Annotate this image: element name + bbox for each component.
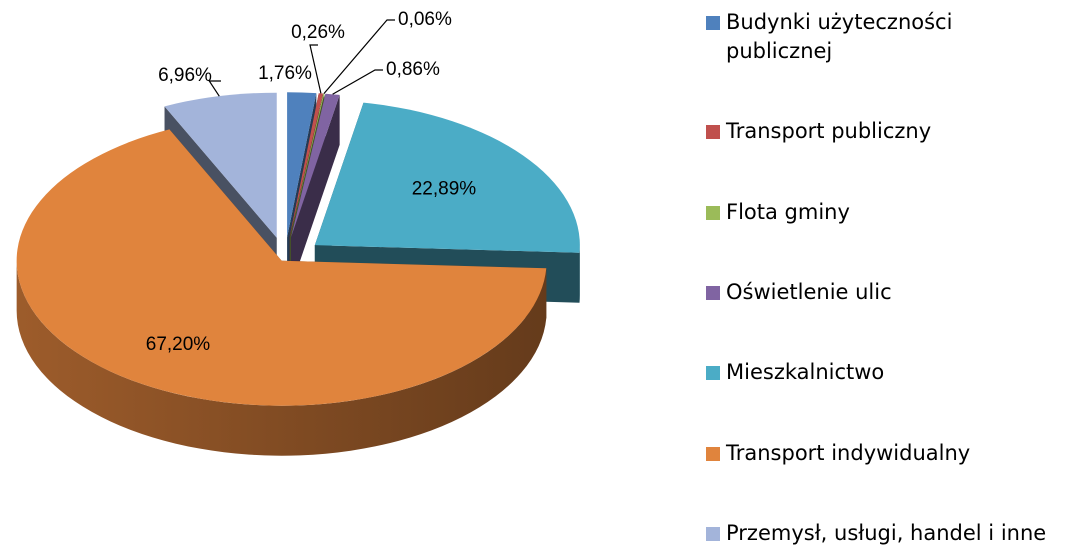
slice: [289, 93, 324, 238]
data-label: 0,86%: [386, 59, 440, 80]
pie-area: 1,76% 0,26% 0,06% 0,86% 22,89% 67,20% 6,96%: [16, 9, 580, 456]
legend-swatch: [706, 446, 720, 461]
legend-label: Flota gminy: [726, 199, 850, 224]
legend-item: Mieszkalnictwo: [706, 358, 1068, 387]
slice-side: [290, 94, 340, 288]
legend-swatch: [706, 205, 720, 220]
slice: [289, 93, 325, 238]
slice: [314, 102, 580, 253]
legend-swatch: [706, 366, 720, 381]
data-label: 22,89%: [412, 179, 477, 200]
data-label: 0,26%: [291, 22, 345, 43]
leader-line: [309, 44, 322, 94]
legend-item: Flota gminy: [706, 198, 1068, 227]
legend-label: Mieszkalnictwo: [726, 360, 885, 385]
legend-label: Budynki użyteczności publicznej: [726, 10, 953, 63]
legend-item: Transport publiczny: [706, 117, 1068, 146]
legend-item: Budynki użyteczności publicznej: [706, 8, 1068, 66]
slice: [164, 92, 277, 238]
legend-item: Przemysł, usługi, handel i inne: [706, 519, 1068, 548]
data-label: 6,96%: [158, 65, 212, 86]
legend-item: Transport indywidualny: [706, 439, 1068, 468]
data-label: 0,06%: [398, 9, 452, 30]
legend: Budynki użyteczności publicznej Transport…: [706, 8, 1068, 548]
data-label: 67,20%: [146, 334, 211, 355]
data-label: 1,76%: [258, 63, 312, 84]
legend-item: Oświetlenie ulic: [706, 278, 1068, 307]
leader-line: [332, 69, 383, 95]
legend-swatch: [706, 285, 720, 300]
legend-label: Transport publiczny: [726, 119, 932, 144]
leader-line: [323, 19, 395, 94]
slice-rim: [16, 260, 547, 456]
legend-swatch: [706, 16, 720, 30]
legend-label: Transport indywidualny: [726, 440, 971, 465]
slice: [16, 129, 547, 406]
legend-swatch: [706, 526, 720, 541]
legend-label: Oświetlenie ulic: [726, 279, 892, 304]
legend-label: Przemysł, usługi, handel i inne: [726, 520, 1047, 545]
legend-swatch: [706, 125, 720, 140]
slice: [290, 93, 340, 238]
leader-line: [208, 80, 221, 97]
slice: [287, 92, 317, 238]
